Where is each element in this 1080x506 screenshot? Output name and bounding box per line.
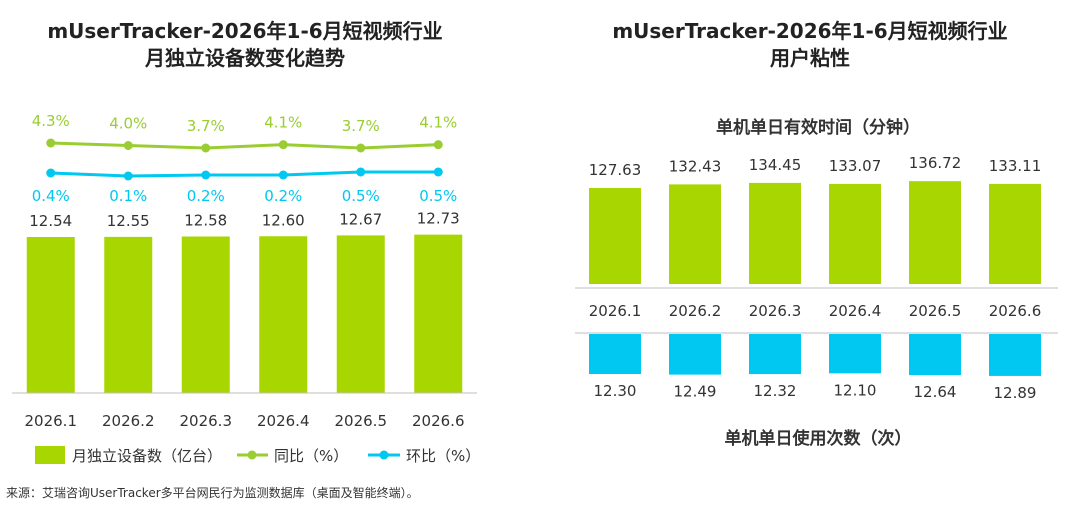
- left-chart-title: mUserTracker-2026年1-6月短视频行业 月独立设备数变化趋势: [0, 18, 490, 72]
- count-bar-label-2: 12.49: [674, 383, 717, 401]
- yoy-label-2: 4.0%: [109, 115, 147, 133]
- device-bar-label-6: 12.73: [417, 210, 460, 228]
- count-bar-5: [909, 334, 961, 376]
- legend-bar-label: 月独立设备数（亿台）: [72, 447, 222, 465]
- time-bar-label-2: 132.43: [669, 157, 722, 175]
- left-chart-title-line1: mUserTracker-2026年1-6月短视频行业: [47, 19, 443, 43]
- time-bar-label-6: 133.11: [989, 157, 1042, 175]
- device-bar-label-5: 12.67: [339, 210, 382, 228]
- time-bar-6: [989, 183, 1041, 284]
- count-bar-1: [589, 334, 641, 374]
- time-bar-1: [589, 188, 641, 284]
- right-chart-title-line1: mUserTracker-2026年1-6月短视频行业: [612, 19, 1008, 43]
- count-bar-6: [989, 334, 1041, 376]
- time-bar-4: [829, 183, 881, 284]
- yoy-point-3: [201, 143, 211, 153]
- mom-point-2: [123, 171, 133, 181]
- time-series-title: 单机单日有效时间（分钟）: [716, 117, 920, 138]
- mom-label-1: 0.4%: [32, 187, 70, 205]
- left-x-tick-6: 2026.6: [412, 412, 465, 430]
- mom-line: [50, 170, 439, 178]
- count-bar-4: [829, 334, 881, 374]
- time-bar-label-5: 136.72: [909, 154, 962, 172]
- device-bar-3: [181, 236, 230, 393]
- device-bar-5: [336, 235, 385, 393]
- left-x-tick-3: 2026.3: [180, 412, 233, 430]
- left-chart-title-line2: 月独立设备数变化趋势: [145, 46, 345, 70]
- count-bar-label-5: 12.64: [914, 383, 957, 401]
- left-x-tick-1: 2026.1: [25, 412, 78, 430]
- count-bar-label-3: 12.32: [754, 382, 797, 400]
- mom-label-4: 0.2%: [264, 187, 302, 205]
- time-bar-label-1: 127.63: [589, 161, 642, 179]
- yoy-label-1: 4.3%: [32, 112, 70, 130]
- time-bar-2: [669, 184, 721, 284]
- device-bar-label-1: 12.54: [29, 212, 72, 230]
- yoy-point-2: [123, 141, 133, 150]
- legend-mom-label: 环比（%）: [406, 447, 480, 465]
- legend-yoy-dot: [247, 450, 257, 460]
- legend-mom-dot: [379, 450, 389, 460]
- legend-bar-swatch: [35, 446, 65, 464]
- mom-point-4: [278, 170, 288, 180]
- device-bar-4: [259, 236, 308, 393]
- right-chart-title-line2: 用户粘性: [770, 46, 850, 70]
- right-x-tick-6: 2026.6: [989, 302, 1042, 320]
- mom-point-1: [46, 168, 56, 178]
- count-series-title: 单机单日使用次数（次）: [725, 428, 912, 449]
- mom-label-6: 0.5%: [419, 187, 457, 205]
- mom-point-5: [356, 167, 366, 177]
- time-bar-label-3: 134.45: [749, 156, 802, 174]
- time-bar-5: [909, 181, 961, 284]
- yoy-point-6: [433, 140, 443, 150]
- source-note: 来源：艾瑞咨询UserTracker多平台网民行为监测数据库（桌面及智能终端）。: [6, 486, 419, 500]
- device-bar-label-2: 12.55: [107, 212, 150, 230]
- left-x-tick-2: 2026.2: [102, 412, 155, 430]
- device-bar-1: [26, 237, 75, 393]
- yoy-point-1: [46, 138, 56, 148]
- yoy-label-4: 4.1%: [264, 114, 302, 132]
- yoy-line: [50, 141, 439, 150]
- mom-label-2: 0.1%: [109, 187, 147, 205]
- device-bar-2: [104, 236, 153, 393]
- yoy-point-5: [356, 143, 366, 153]
- yoy-label-5: 3.7%: [342, 117, 380, 135]
- time-bar-label-4: 133.07: [829, 157, 882, 175]
- mom-point-3: [201, 170, 211, 180]
- right-x-tick-2: 2026.2: [669, 302, 722, 320]
- device-bar-label-3: 12.58: [184, 212, 227, 230]
- yoy-label-3: 3.7%: [187, 117, 225, 135]
- count-bar-label-4: 12.10: [834, 381, 877, 399]
- count-bar-label-6: 12.89: [994, 384, 1037, 402]
- right-x-tick-3: 2026.3: [749, 302, 802, 320]
- mom-label-5: 0.5%: [342, 187, 380, 205]
- mom-label-3: 0.2%: [187, 187, 225, 205]
- count-bar-label-1: 12.30: [594, 382, 637, 400]
- right-chart-title: mUserTracker-2026年1-6月短视频行业 用户粘性: [560, 18, 1060, 72]
- mom-point-6: [433, 167, 443, 177]
- left-x-tick-5: 2026.5: [335, 412, 388, 430]
- legend-yoy-label: 同比（%）: [274, 447, 348, 465]
- device-bar-label-4: 12.60: [262, 211, 305, 229]
- yoy-point-4: [278, 140, 288, 150]
- device-bar-6: [414, 234, 463, 393]
- right-x-tick-4: 2026.4: [829, 302, 882, 320]
- time-bar-3: [749, 182, 801, 284]
- right-x-tick-5: 2026.5: [909, 302, 962, 320]
- count-bar-3: [749, 334, 801, 375]
- right-x-tick-1: 2026.1: [589, 302, 642, 320]
- left-x-tick-4: 2026.4: [257, 412, 310, 430]
- yoy-label-6: 4.1%: [419, 114, 457, 132]
- count-bar-2: [669, 334, 721, 375]
